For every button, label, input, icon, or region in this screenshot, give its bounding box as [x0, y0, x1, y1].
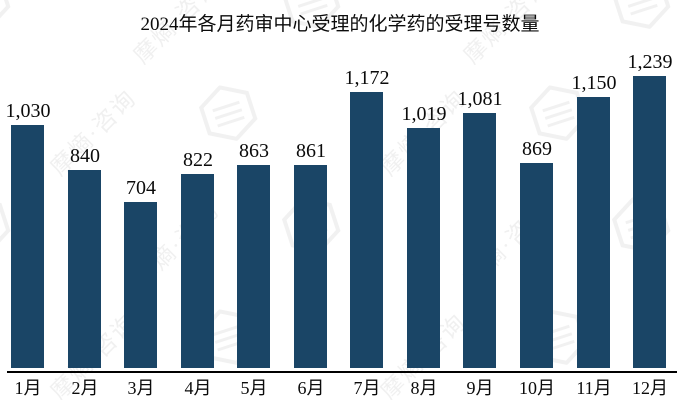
bar-5月: [237, 165, 270, 368]
x-axis-label: 3月: [127, 378, 155, 398]
bar-4月: [181, 174, 214, 368]
x-axis-line: [7, 371, 677, 373]
x-axis-label: 2月: [71, 378, 99, 398]
bar-6月: [294, 165, 327, 368]
bar-12月: [633, 76, 666, 368]
bar-value-label: 1,239: [627, 51, 673, 73]
x-axis-label: 11月: [576, 378, 612, 398]
x-axis-label: 12月: [632, 378, 668, 398]
bar-1月: [11, 125, 44, 368]
bar-10月: [520, 163, 553, 368]
x-axis-label: 4月: [184, 378, 212, 398]
bar-value-label: 861: [296, 140, 326, 162]
bar-value-label: 840: [70, 145, 100, 167]
bar-9月: [463, 113, 496, 368]
x-axis-label: 6月: [297, 378, 325, 398]
bar-11月: [577, 97, 610, 368]
bar-3月: [124, 202, 157, 368]
x-axis-label: 5月: [240, 378, 268, 398]
bar-8月: [407, 128, 440, 368]
bar-value-label: 1,081: [457, 88, 503, 110]
bar-2月: [68, 170, 101, 368]
bar-value-label: 1,019: [401, 103, 447, 125]
x-axis-label: 10月: [519, 378, 555, 398]
x-axis-label: 7月: [353, 378, 381, 398]
chart-title: 2024年各月药审中心受理的化学药的受理号数量: [140, 14, 540, 35]
bar-7月: [350, 92, 383, 368]
bar-value-label: 822: [183, 149, 213, 171]
x-axis-label: 8月: [410, 378, 438, 398]
bar-value-label: 704: [126, 177, 156, 199]
bar-value-label: 1,172: [344, 67, 390, 89]
bar-value-label: 1,150: [571, 72, 617, 94]
x-axis-label: 1月: [14, 378, 42, 398]
x-axis-label: 9月: [466, 378, 494, 398]
bar-value-label: 863: [239, 140, 269, 162]
bar-value-label: 1,030: [5, 100, 51, 122]
bar-value-label: 869: [522, 138, 552, 160]
